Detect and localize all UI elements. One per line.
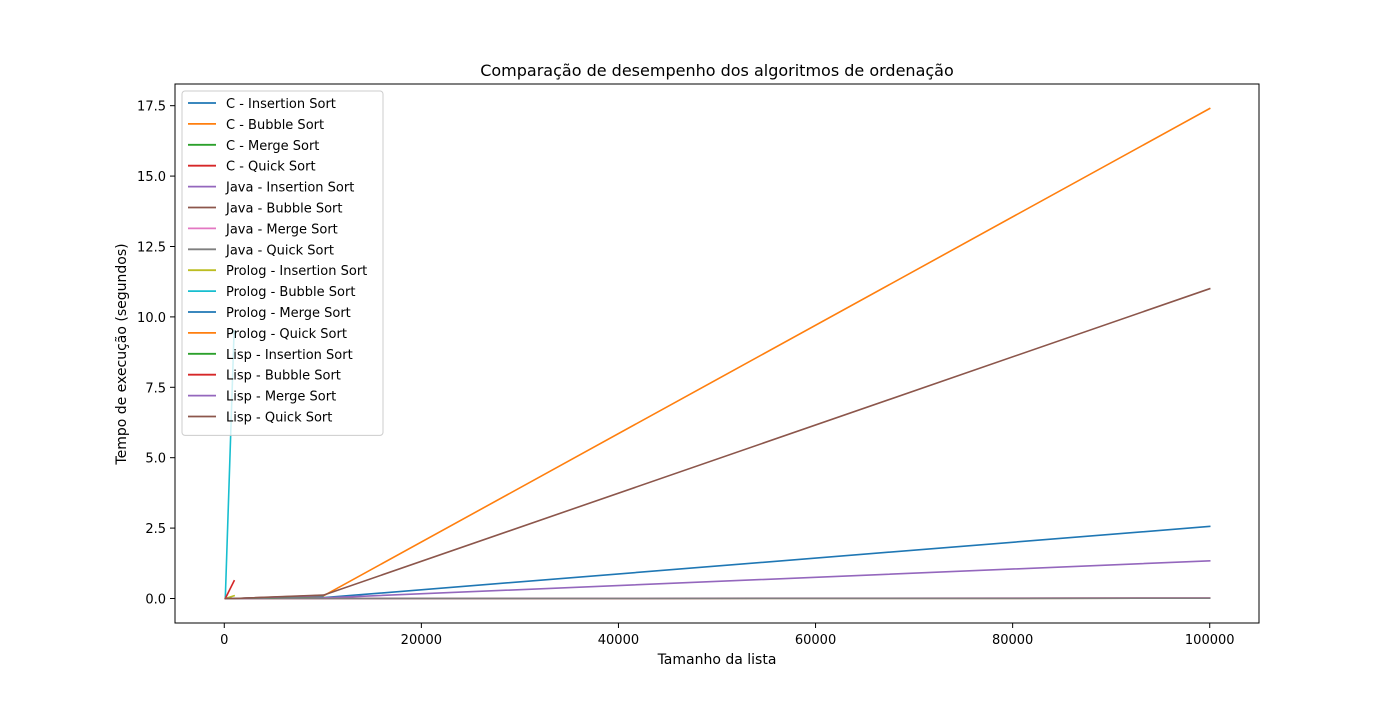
y-tick-label: 5.0 [145, 452, 166, 467]
y-tick-label: 15.0 [137, 170, 166, 185]
x-tick-label: 0 [220, 633, 228, 648]
legend-entry-label: C - Merge Sort [226, 139, 319, 154]
legend-entry-label: Prolog - Insertion Sort [226, 264, 367, 279]
y-tick-label: 17.5 [137, 100, 166, 115]
legend-entry-label: Lisp - Merge Sort [226, 390, 336, 405]
legend-entry-label: Lisp - Quick Sort [226, 411, 332, 426]
x-tick-label: 20000 [401, 633, 442, 648]
y-tick-label: 0.0 [145, 593, 166, 608]
legend-entry-label: Prolog - Merge Sort [226, 306, 351, 321]
legend-entry-label: C - Bubble Sort [226, 118, 324, 133]
legend-entry-label: Java - Quick Sort [225, 243, 334, 258]
legend-entry-label: C - Quick Sort [226, 160, 316, 175]
x-tick-label: 100000 [1185, 633, 1235, 648]
y-tick-label: 7.5 [145, 381, 166, 396]
x-tick-label: 40000 [598, 633, 639, 648]
legend-entry-label: Prolog - Bubble Sort [226, 285, 355, 300]
x-tick-label: 80000 [992, 633, 1033, 648]
chart-title: Comparação de desempenho dos algoritmos … [480, 61, 954, 80]
x-tick-label: 60000 [795, 633, 836, 648]
legend-entry-label: Java - Insertion Sort [225, 181, 354, 196]
legend-entry-label: C - Insertion Sort [226, 97, 336, 112]
y-tick-label: 10.0 [137, 311, 166, 326]
y-axis-label: Tempo de execução (segundos) [114, 243, 130, 465]
legend-entry-label: Prolog - Quick Sort [226, 327, 347, 342]
legend-entry-label: Lisp - Bubble Sort [226, 369, 341, 384]
legend: C - Insertion Sort C - Bubble Sort C - Mer… [182, 91, 383, 435]
legend-entry-label: Java - Merge Sort [225, 222, 338, 237]
y-tick-label: 2.5 [145, 522, 166, 537]
y-tick-label: 12.5 [137, 240, 166, 255]
legend-entry-label: Lisp - Insertion Sort [226, 348, 353, 363]
legend-entry-label: Java - Bubble Sort [225, 202, 342, 217]
x-axis-label: Tamanho da lista [657, 652, 777, 668]
